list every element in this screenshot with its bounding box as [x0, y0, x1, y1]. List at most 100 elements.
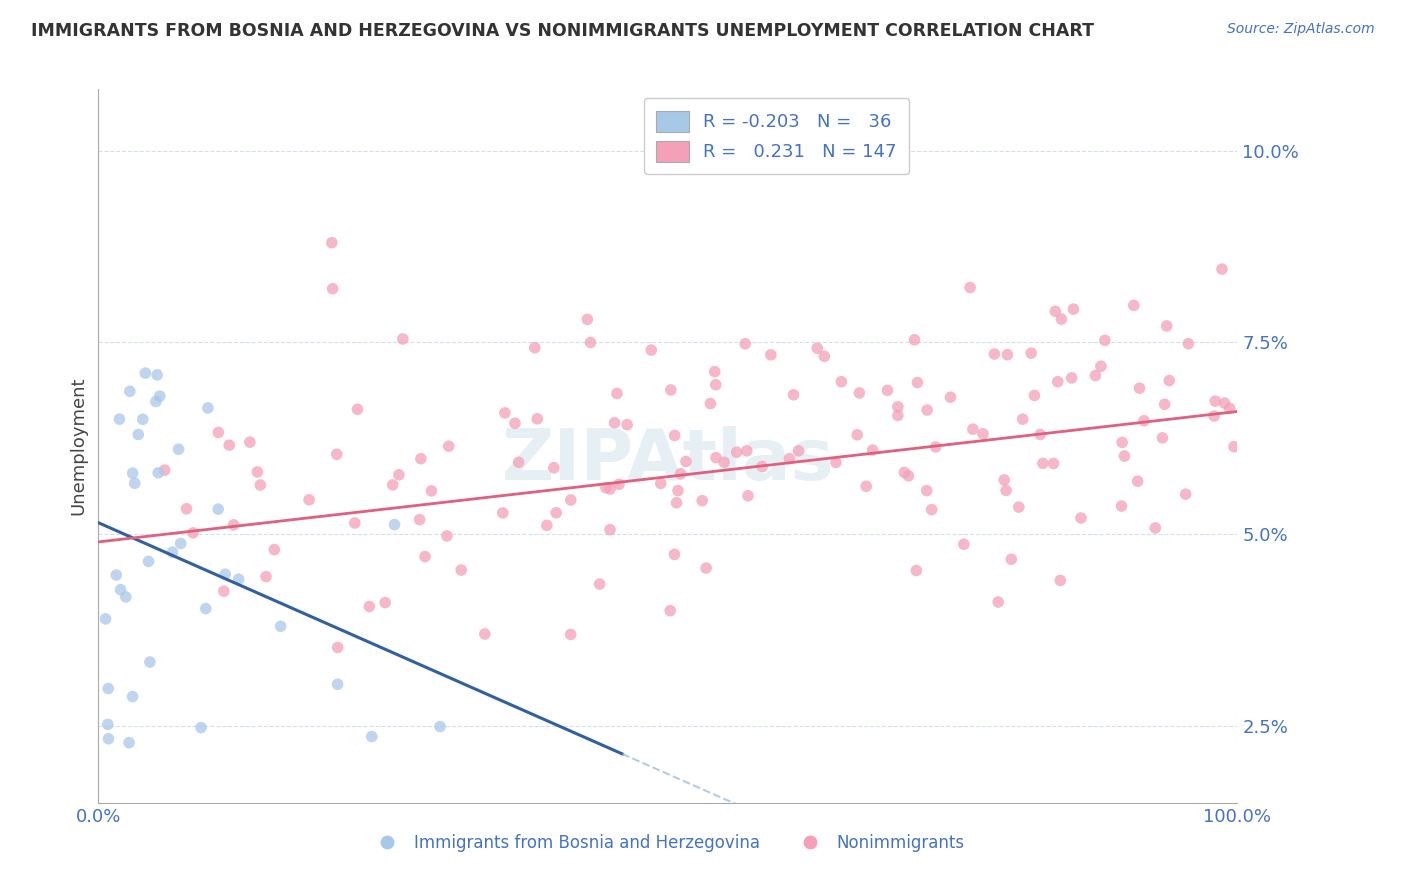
- Point: [105, 568, 128, 582]
- Point: [1029, 427, 1052, 442]
- Point: [94, 612, 117, 626]
- Point: [665, 496, 688, 510]
- Point: [1133, 414, 1156, 428]
- Point: [1114, 449, 1136, 463]
- Point: [666, 483, 689, 498]
- Point: [118, 384, 141, 399]
- Point: [138, 554, 160, 568]
- Point: [599, 482, 621, 496]
- Point: [110, 582, 132, 597]
- Point: [384, 517, 406, 532]
- Point: [962, 422, 984, 436]
- Point: [359, 599, 381, 614]
- Point: [218, 438, 240, 452]
- Point: [903, 333, 925, 347]
- Point: [595, 481, 617, 495]
- Point: [536, 518, 558, 533]
- Point: [121, 690, 143, 704]
- Point: [1204, 409, 1226, 423]
- Point: [887, 400, 910, 414]
- Point: [1090, 359, 1112, 374]
- Point: [374, 596, 396, 610]
- Point: [148, 466, 170, 480]
- Point: [995, 483, 1018, 498]
- Point: [887, 409, 910, 423]
- Point: [239, 435, 262, 450]
- Point: [953, 537, 976, 551]
- Point: [437, 439, 460, 453]
- Point: [664, 548, 686, 562]
- Point: [127, 427, 149, 442]
- Point: [876, 384, 898, 398]
- Point: [893, 466, 915, 480]
- Point: [1050, 312, 1073, 326]
- Text: IMMIGRANTS FROM BOSNIA AND HERZEGOVINA VS NONIMMIGRANTS UNEMPLOYMENT CORRELATION: IMMIGRANTS FROM BOSNIA AND HERZEGOVINA V…: [31, 22, 1094, 40]
- Point: [915, 483, 938, 498]
- Point: [725, 445, 748, 459]
- Point: [855, 479, 877, 493]
- Point: [194, 601, 217, 615]
- Point: [508, 455, 530, 469]
- Point: [214, 567, 236, 582]
- Point: [640, 343, 662, 357]
- Point: [560, 627, 582, 641]
- Point: [97, 717, 120, 731]
- Point: [124, 476, 146, 491]
- Point: [1177, 336, 1199, 351]
- Text: Source: ZipAtlas.com: Source: ZipAtlas.com: [1227, 22, 1375, 37]
- Point: [1223, 440, 1246, 454]
- Point: [263, 542, 285, 557]
- Point: [995, 348, 1018, 362]
- Point: [381, 478, 404, 492]
- Point: [409, 451, 432, 466]
- Point: [915, 403, 938, 417]
- Point: [972, 426, 994, 441]
- Point: [212, 584, 235, 599]
- Point: [543, 460, 565, 475]
- Point: [420, 483, 443, 498]
- Point: [346, 402, 368, 417]
- Point: [207, 425, 229, 440]
- Point: [1111, 499, 1133, 513]
- Point: [1204, 394, 1226, 409]
- Point: [1122, 298, 1144, 312]
- Point: [97, 731, 120, 746]
- Point: [1144, 521, 1167, 535]
- Point: [690, 493, 713, 508]
- Point: [503, 416, 526, 430]
- Point: [1008, 500, 1031, 515]
- Point: [413, 549, 436, 564]
- Point: [326, 447, 349, 461]
- Point: [1084, 368, 1107, 383]
- Point: [579, 335, 602, 350]
- Point: [207, 502, 229, 516]
- Point: [1019, 346, 1042, 360]
- Point: [993, 473, 1015, 487]
- Y-axis label: Unemployment: Unemployment: [69, 376, 87, 516]
- Point: [734, 336, 756, 351]
- Point: [97, 681, 120, 696]
- Legend: Immigrants from Bosnia and Herzegovina, Nonimmigrants: Immigrants from Bosnia and Herzegovina, …: [364, 828, 972, 859]
- Point: [737, 489, 759, 503]
- Point: [321, 235, 343, 250]
- Point: [1032, 456, 1054, 470]
- Point: [616, 417, 638, 432]
- Point: [735, 443, 758, 458]
- Point: [222, 517, 245, 532]
- Point: [751, 459, 773, 474]
- Point: [659, 604, 682, 618]
- Point: [1070, 511, 1092, 525]
- Point: [190, 721, 212, 735]
- Point: [388, 467, 411, 482]
- Point: [1011, 412, 1033, 426]
- Point: [778, 451, 800, 466]
- Point: [1042, 457, 1064, 471]
- Point: [703, 365, 725, 379]
- Point: [907, 376, 929, 390]
- Point: [270, 619, 292, 633]
- Point: [607, 477, 630, 491]
- Point: [249, 478, 271, 492]
- Point: [782, 388, 804, 402]
- Point: [1126, 474, 1149, 488]
- Point: [862, 443, 884, 458]
